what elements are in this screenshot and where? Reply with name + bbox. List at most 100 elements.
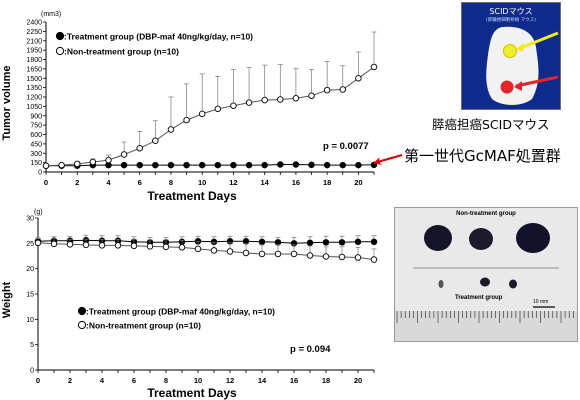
weight-x-tick-label: 0 (36, 376, 40, 385)
weight-non-treatment-point (98, 242, 106, 249)
tumor-y-tick-label: 2400 (26, 20, 42, 27)
tumor-treatment-point (214, 161, 222, 169)
tumor-volume-chart: 0 150 300 450 600 750 900 1050 1200 1350 1500 1650 1… (1, 11, 378, 203)
tumor-non-treatment-point (245, 99, 253, 106)
weight-non-treatment-point (130, 242, 138, 250)
weight-x-tick-label: 14 (258, 376, 267, 385)
tumor-y-tick-label: 1500 (26, 76, 42, 83)
weight-legend: :Treatment group (DBP-maf 40ng/kg/day, n… (77, 307, 275, 331)
weight-non-treatment-point (146, 243, 154, 250)
weight-non-treatment-point (226, 248, 234, 255)
tumor-non-treatment-point (89, 158, 97, 166)
tumor-x-axis-label: Treatment Days (147, 189, 237, 203)
tumor-y-tick-label: 1350 (26, 85, 42, 92)
tumor-y-tick-label: 450 (30, 141, 42, 148)
weight-y-tick-label: 15 (26, 292, 34, 299)
weight-y-tick-label: 0 (30, 368, 34, 375)
weight-treatment-point (306, 239, 314, 247)
weight-non-treatment-point (178, 244, 186, 251)
tumor-x-tick-label: 6 (138, 178, 142, 187)
tumor-y-tick-label: 900 (30, 113, 42, 120)
tumor-non-treatment-point (214, 105, 222, 113)
tumor-treatment-point (120, 161, 128, 169)
scid-mouse-photo: SCIDマウス (膵臓癌細胞移植 マウス) (461, 2, 561, 110)
weight-non-treatment-point (290, 250, 298, 258)
tumor-x-tick-label: 14 (260, 178, 269, 187)
tumor-x-tick-label: 0 (44, 178, 48, 187)
tumor-y-tick-label: 750 (30, 123, 42, 130)
tumor-treatment-point (277, 161, 284, 168)
red-tumor-icon (500, 80, 514, 94)
tumor-x-tick-label: 8 (169, 178, 173, 187)
weight-x-tick-label: 12 (226, 376, 234, 385)
yellow-arrowhead-icon (516, 43, 524, 52)
weight-non-treatment-point (322, 253, 330, 260)
scale-bar-label: 10 mm (533, 299, 549, 305)
tumor-non-treatment-point (198, 110, 206, 118)
tumor-non-treatment-point (261, 96, 268, 104)
legend-label-non-treatment: :Non-treatment group (n=10) (64, 47, 179, 57)
weight-chart: 0 5 10 15 20 25 30 0 2 4 6 8 10 12 14 16 18 20 (g) Weight… (1, 209, 378, 400)
weight-non-treatment-point (50, 240, 58, 248)
tumor-treatment-point (245, 161, 253, 169)
mouse-body-shape (486, 26, 539, 105)
weight-non-treatment-point (306, 252, 314, 259)
tumor-y-tick-label: 150 (30, 160, 42, 167)
tumor-treatment-point (339, 161, 347, 169)
tumor-legend: :Treatment group (DBP-maf 40ng/kg/day, n… (55, 31, 253, 57)
tumor-plot-area: 0 150 300 450 600 750 900 1050 1200 1350 1500 1650 1… (26, 20, 378, 187)
legend-label-treatment: :Treatment group (DBP-maf 40ng/kg/day, n… (86, 307, 275, 317)
tumor-x-tick-label: 20 (354, 178, 362, 187)
weight-non-treatment-point (82, 241, 90, 249)
weight-x-tick-label: 18 (322, 376, 330, 385)
weight-non-treatment-line (37, 242, 375, 260)
tumor-treatment-point (261, 161, 268, 169)
tumor-non-treatment-point (230, 102, 237, 109)
weight-non-treatment-point (210, 247, 218, 254)
weight-x-tick-label: 6 (132, 376, 136, 385)
weight-x-tick-label: 10 (194, 376, 202, 385)
legend-label-treatment: :Treatment group (DBP-maf 40ng/kg/day, n… (64, 32, 253, 42)
tumor-non-treatment-point (120, 151, 128, 158)
weight-unit-label: (g) (34, 209, 43, 216)
treatment-photo-label: Treatment group (455, 295, 503, 301)
tumor-y-tick-label: 1200 (26, 95, 42, 102)
weight-non-treatment-point (114, 242, 122, 249)
legend-marker-non-treatment (55, 46, 65, 56)
largest-tumor-shape (516, 223, 550, 253)
weight-non-treatment-point (370, 256, 378, 263)
red-pointer-arrow (515, 75, 559, 88)
tumor-non-treatment-point (355, 74, 362, 82)
tumor-treatment-point (323, 161, 331, 169)
tumor-non-treatment-point (105, 156, 112, 164)
weight-treatment-point (242, 238, 250, 245)
weight-x-tick-label: 8 (164, 376, 168, 385)
tumor-unit-label: (mm3) (41, 11, 61, 18)
small-tumor-shape (480, 277, 490, 287)
tumor-non-treatment-point (323, 86, 331, 94)
weight-x-tick-label: 2 (68, 376, 72, 385)
tumor-non-treatment-point (136, 144, 143, 152)
weight-non-treatment-point (34, 239, 42, 247)
tumor-y-tick-label: 1950 (26, 48, 42, 55)
weight-treatment-point (274, 239, 282, 246)
tumor-treatment-point (230, 161, 237, 169)
tumor-non-treatment-point (58, 161, 65, 169)
weight-y-axis-label: Weight (1, 281, 13, 318)
tumor-non-treatment-point (73, 160, 81, 168)
tumor-treatment-point (355, 161, 362, 169)
non-treatment-photo-label: Non-treatment group (456, 211, 516, 217)
photo-title: SCIDマウス (489, 7, 533, 16)
weight-x-tick-label: 20 (354, 376, 362, 385)
weight-non-treatment-point (274, 250, 282, 258)
tumor-y-tick-label: 0 (38, 170, 42, 177)
tumor-y-axis-label: Tumor volume (1, 66, 13, 141)
weight-non-treatment-point (354, 254, 362, 261)
tumor-non-treatment-point (152, 137, 159, 144)
legend-marker-non-treatment (77, 320, 87, 330)
legend-marker-treatment (55, 31, 65, 41)
tumor-treatment-point (198, 161, 206, 169)
red-arrow (373, 153, 403, 165)
weight-non-treatment-point (258, 250, 266, 258)
